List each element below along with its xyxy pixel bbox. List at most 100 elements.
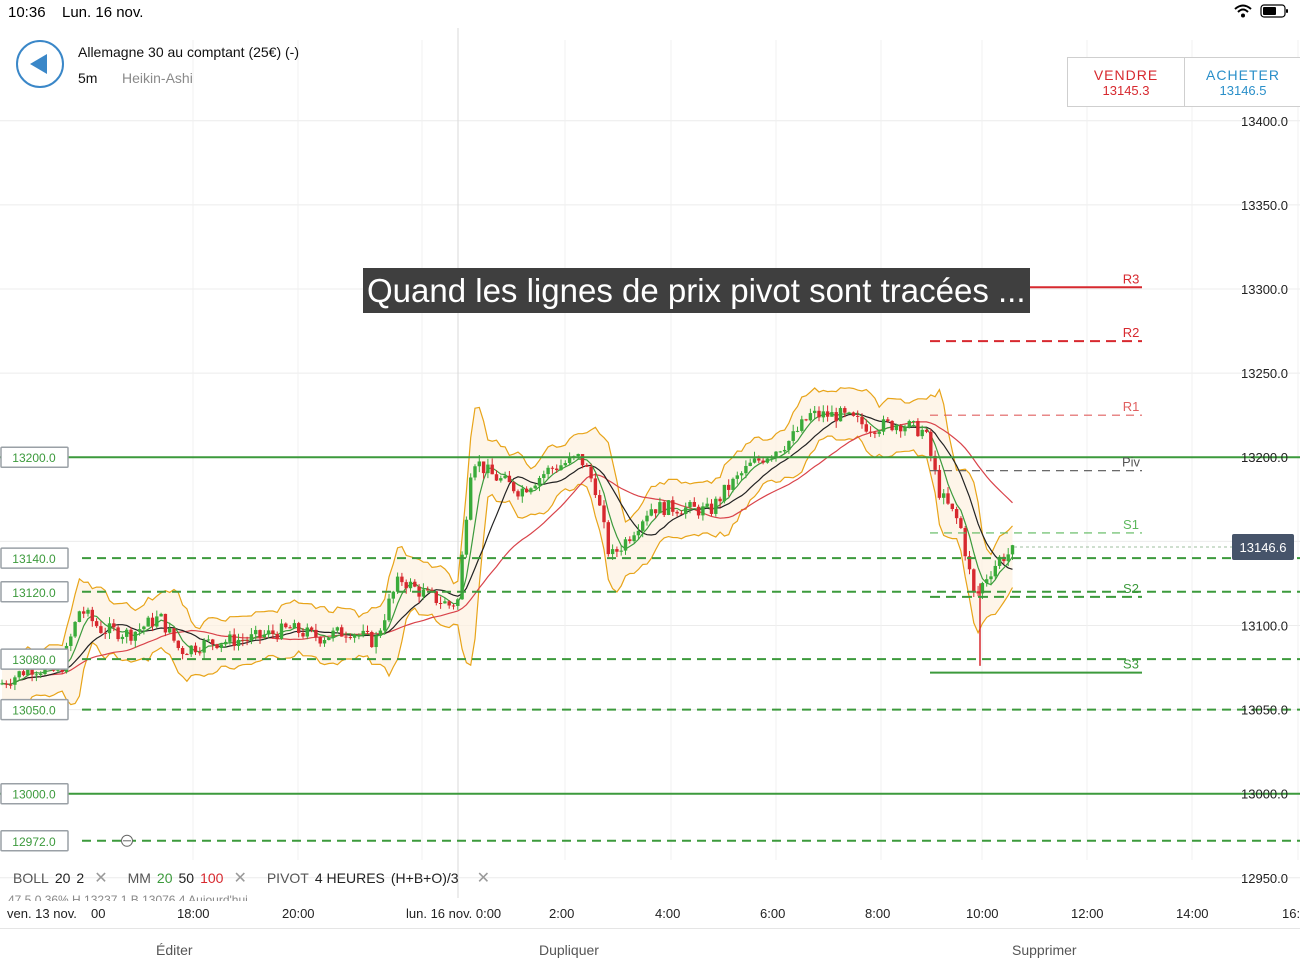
pivot-formula: (H+B+O)/3 xyxy=(390,870,459,886)
candle-body xyxy=(206,639,211,641)
candle-body xyxy=(924,429,929,432)
remove-pivot-icon[interactable]: ✕ xyxy=(476,870,490,887)
boll-dev: 2 xyxy=(76,870,85,886)
candle-body xyxy=(722,484,727,502)
candle-body xyxy=(133,631,137,641)
candle-body xyxy=(959,518,963,529)
candle-body xyxy=(744,465,748,474)
candle-body xyxy=(972,569,976,592)
candle-body xyxy=(434,591,438,604)
status-date: Lun. 16 nov. xyxy=(62,4,144,21)
level-tag-label: 13050.0 xyxy=(12,704,56,718)
candle-body xyxy=(636,530,641,536)
remove-boll-icon[interactable]: ✕ xyxy=(94,870,108,887)
candle-body xyxy=(546,467,550,475)
candle-body xyxy=(929,431,933,456)
candle-body xyxy=(451,605,456,607)
edit-button[interactable]: Éditer xyxy=(156,942,193,958)
candle-body xyxy=(856,415,860,417)
candle-body xyxy=(731,478,735,490)
mm-period-50: 50 xyxy=(178,870,195,886)
candle-body xyxy=(942,493,946,498)
candle-body xyxy=(202,640,206,653)
y-tick-label: 12950.0 xyxy=(1241,871,1288,886)
candle-body xyxy=(886,419,890,421)
candle-body xyxy=(60,668,64,672)
candle-body xyxy=(189,645,193,655)
candle-body xyxy=(185,654,189,656)
x-tick-label: 18:00 xyxy=(177,906,210,921)
candle-body xyxy=(301,632,305,637)
candle-body xyxy=(843,408,847,413)
candle-body xyxy=(808,413,813,421)
sell-button[interactable]: VENDRE 13145.3 xyxy=(1068,58,1184,106)
pivot-label: S1 xyxy=(1123,517,1139,532)
candle-body xyxy=(748,462,752,466)
candle-body xyxy=(718,498,722,502)
candle-body xyxy=(980,583,985,594)
indicator-boll[interactable]: BOLL 20 2 ✕ xyxy=(13,868,108,888)
candle-body xyxy=(589,466,593,479)
candle-body xyxy=(778,451,782,453)
candle-body xyxy=(989,576,993,580)
remove-mm-icon[interactable]: ✕ xyxy=(233,870,247,887)
candle-body xyxy=(344,636,348,638)
indicator-mm[interactable]: MM 20 50 100 ✕ xyxy=(128,868,247,888)
level-tag-label: 13000.0 xyxy=(12,788,56,802)
pivot-label: S3 xyxy=(1123,657,1139,672)
candle-body xyxy=(116,627,120,640)
candle-body xyxy=(868,431,873,433)
candle-body xyxy=(606,522,610,555)
candle-body xyxy=(954,509,959,519)
level-tag-label: 13080.0 xyxy=(12,653,56,667)
delete-button[interactable]: Supprimer xyxy=(1012,942,1077,958)
candle-body xyxy=(701,506,705,516)
candle-body xyxy=(0,683,4,685)
candle-body xyxy=(576,454,580,457)
wifi-icon xyxy=(1234,4,1252,18)
x-tick-label: 16: xyxy=(1282,906,1300,921)
x-tick-label: 8:00 xyxy=(865,906,890,921)
chart-type-label[interactable]: Heikin-Ashi xyxy=(122,70,193,86)
candle-body xyxy=(847,412,851,414)
candle-body xyxy=(236,639,241,646)
indicator-legend: BOLL 20 2 ✕ MM 20 50 100 ✕ PIVOT 4 HEURE… xyxy=(0,866,490,890)
candle-body xyxy=(688,502,692,508)
buy-button[interactable]: ACHETER 13146.5 xyxy=(1184,58,1300,106)
candle-body xyxy=(877,431,881,434)
candle-body xyxy=(314,629,318,638)
chart-grid xyxy=(0,28,1300,898)
indicator-pivot[interactable]: PIVOT 4 HEURES (H+B+O)/3 ✕ xyxy=(267,868,490,888)
candle-body xyxy=(215,644,219,649)
candle-body xyxy=(391,591,395,599)
interval-label[interactable]: 5m xyxy=(78,70,98,86)
candle-body xyxy=(774,451,778,457)
candle-body xyxy=(107,623,112,634)
x-tick-label: 00 xyxy=(91,906,105,921)
candle-body xyxy=(262,634,266,638)
back-button[interactable] xyxy=(16,40,64,88)
candle-body xyxy=(619,550,623,552)
candle-body xyxy=(271,630,275,634)
moving-averages xyxy=(1,412,1013,685)
candle-body xyxy=(752,458,757,463)
candle-body xyxy=(21,671,26,676)
level-tag-label: 13140.0 xyxy=(12,552,56,566)
candle-body xyxy=(129,629,133,641)
candle-body xyxy=(825,411,830,417)
status-bar: 10:36 Lun. 16 nov. xyxy=(0,0,1300,26)
x-tick-label: 2:00 xyxy=(549,906,574,921)
candle-body xyxy=(976,591,980,594)
candle-body xyxy=(602,505,606,523)
candle-body xyxy=(963,528,967,557)
candle-body xyxy=(709,503,714,514)
duplicate-button[interactable]: Dupliquer xyxy=(539,942,599,958)
candle-body xyxy=(499,478,503,481)
candle-body xyxy=(172,628,176,641)
candle-body xyxy=(30,667,34,675)
candle-body xyxy=(692,502,696,507)
candle-body xyxy=(830,412,834,417)
y-tick-label: 13400.0 xyxy=(1241,114,1288,129)
level-tag xyxy=(0,782,69,805)
